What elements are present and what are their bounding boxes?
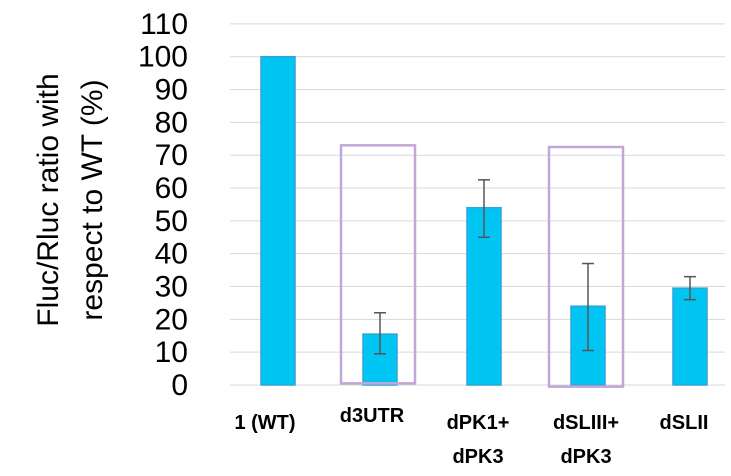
x-category-label: dPK1+ (447, 412, 510, 434)
bar (260, 55, 296, 386)
x-category-label: 1 (WT) (234, 412, 295, 434)
x-category-label: dSLIII+ (553, 412, 619, 434)
y-tick-label: 70 (155, 139, 188, 172)
y-tick-label: 20 (155, 303, 188, 336)
highlight-box (339, 144, 417, 385)
y-tick-label: 30 (155, 271, 188, 304)
error-bars (374, 179, 696, 355)
y-tick-label: 90 (155, 74, 188, 107)
highlight-boxes (339, 144, 625, 388)
y-tick-label: 10 (155, 336, 188, 369)
y-tick-label: 40 (155, 238, 188, 271)
y-tick-label: 60 (155, 172, 188, 205)
x-category-label: d3UTR (340, 405, 405, 427)
y-axis-label-line: Fluc/Rluc ratio with (32, 73, 65, 326)
y-tick-label: 50 (155, 205, 188, 238)
y-axis-label-line: respect to WT (%) (76, 79, 109, 320)
x-category-label: dPK3 (452, 446, 503, 468)
x-axis-category-labels: 1 (WT) d3UTR dPK1+ dPK3 dSLIII+ dPK3 dSLII (234, 405, 708, 468)
y-tick-label: 80 (155, 106, 188, 139)
y-axis-label: Fluc/Rluc ratio with respect to WT (%) (32, 73, 109, 326)
x-category-label: dSLII (660, 412, 709, 434)
bar (672, 287, 708, 386)
y-tick-label: 110 (140, 8, 188, 41)
highlight-box (547, 145, 625, 388)
y-tick-label: 100 (138, 41, 188, 74)
x-category-label: dPK3 (560, 446, 611, 468)
y-tick-label: 0 (171, 369, 188, 402)
